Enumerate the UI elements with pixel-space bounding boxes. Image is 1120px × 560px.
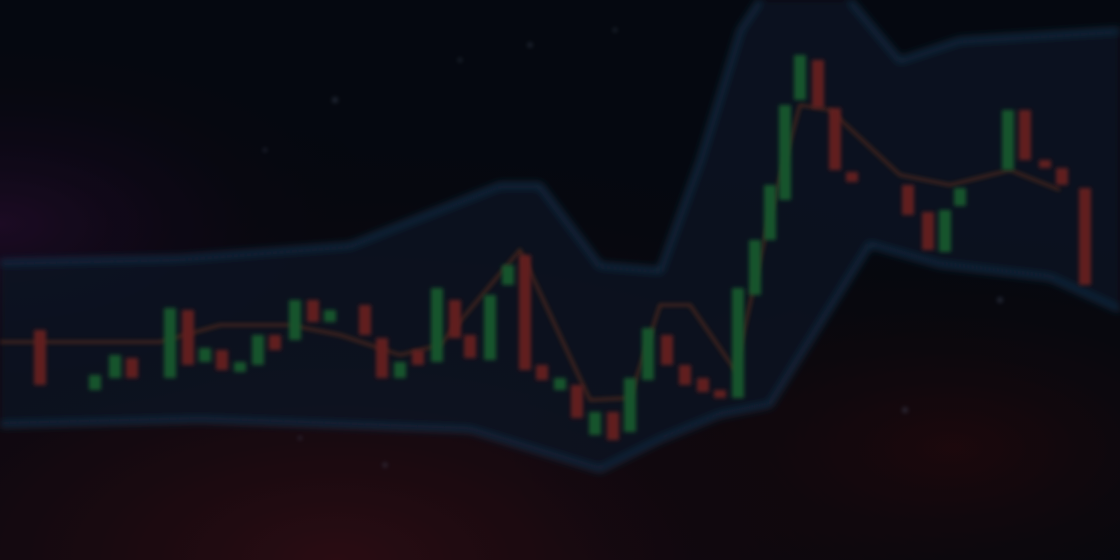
upper-band (0, 0, 762, 273)
candle (1079, 188, 1091, 285)
star (382, 462, 388, 468)
candle (1056, 168, 1068, 185)
candle (536, 365, 548, 380)
candle (779, 105, 791, 200)
candle (812, 60, 824, 108)
candle (164, 308, 176, 378)
upper-band (848, 0, 1120, 63)
star (263, 148, 267, 152)
candle (182, 310, 194, 365)
candle (697, 378, 709, 392)
candle (749, 240, 761, 295)
candle (449, 300, 461, 338)
candle (1019, 110, 1031, 160)
candle (939, 210, 951, 252)
candle (464, 335, 476, 358)
candle (922, 212, 934, 250)
candle (954, 188, 966, 206)
lower-band (0, 242, 1120, 473)
candle (714, 390, 726, 398)
candle (324, 310, 336, 322)
candle (679, 365, 691, 385)
candle (126, 358, 138, 378)
candle (307, 300, 319, 322)
star (458, 58, 462, 62)
candle (764, 185, 776, 240)
candle (519, 255, 531, 370)
candle (607, 412, 619, 440)
candle (502, 265, 514, 285)
candle (829, 108, 841, 170)
candle (394, 362, 406, 378)
star (902, 407, 908, 413)
candle (732, 288, 744, 398)
candle (661, 335, 673, 365)
candle (269, 335, 281, 350)
candle (412, 350, 424, 365)
candle (1039, 160, 1051, 168)
candle (109, 355, 121, 378)
candle (846, 172, 858, 182)
candle (1002, 110, 1014, 170)
candle (484, 295, 496, 360)
stars (263, 28, 1003, 468)
candle (252, 335, 264, 365)
candle (571, 385, 583, 418)
star (613, 28, 617, 32)
candle (794, 55, 806, 100)
candle (199, 348, 211, 362)
candle (624, 378, 636, 432)
candle (34, 330, 46, 385)
star (332, 97, 338, 103)
candle (234, 362, 246, 372)
star (298, 436, 302, 440)
candle (902, 185, 914, 215)
candles (34, 55, 1091, 440)
star (997, 297, 1003, 303)
candle (554, 378, 566, 390)
candle (216, 350, 228, 370)
candle (89, 375, 101, 390)
candle (589, 412, 601, 435)
candle (289, 300, 301, 340)
candle (642, 328, 654, 380)
candle (431, 288, 443, 362)
candle (376, 338, 388, 378)
star (527, 42, 533, 48)
candle (359, 305, 371, 335)
